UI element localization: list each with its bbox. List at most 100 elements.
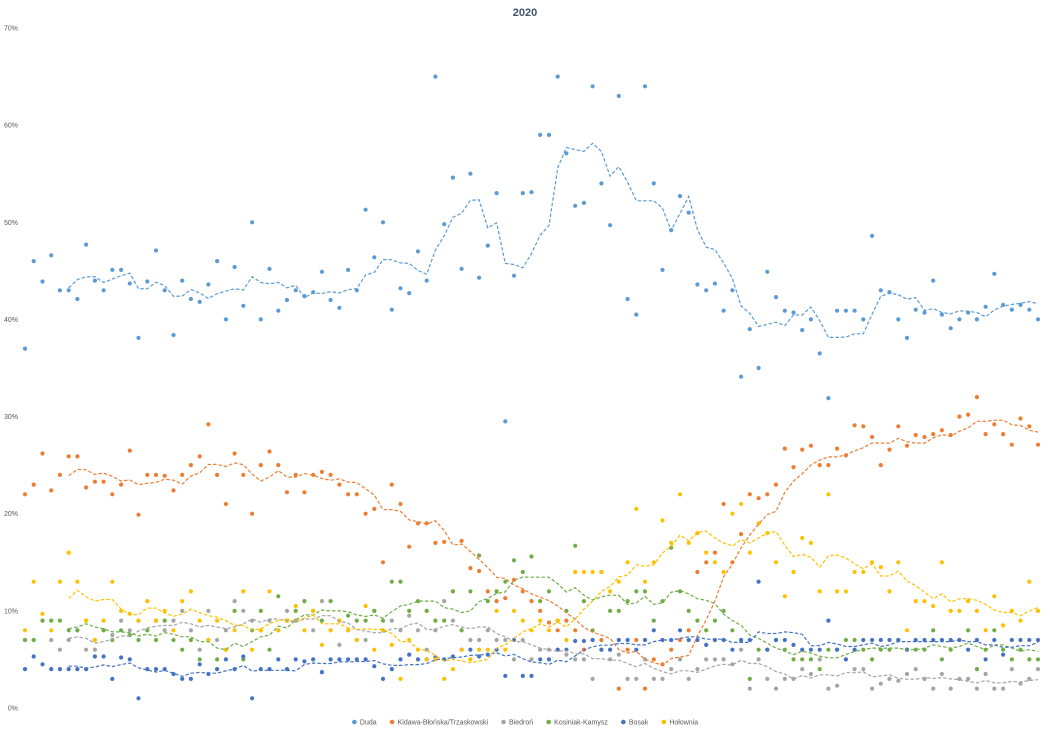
data-point <box>773 637 779 643</box>
data-point <box>896 317 901 322</box>
data-point <box>1018 618 1023 623</box>
data-point <box>800 647 805 652</box>
data-point <box>651 560 656 565</box>
data-point <box>931 628 936 633</box>
data-point <box>992 637 997 643</box>
data-point <box>354 492 359 497</box>
data-point <box>424 608 429 614</box>
data-point <box>948 647 953 652</box>
data-point <box>337 657 342 662</box>
data-point <box>791 310 796 315</box>
data-point <box>992 594 997 599</box>
data-point <box>625 599 630 604</box>
data-point <box>599 569 604 575</box>
data-point <box>808 317 814 322</box>
data-point <box>1027 307 1032 312</box>
data-point <box>40 618 45 623</box>
data-point <box>939 312 945 317</box>
data-point <box>267 589 272 594</box>
data-point <box>380 220 386 225</box>
data-point <box>75 628 80 633</box>
data-point <box>398 286 403 291</box>
data-point <box>241 589 246 594</box>
data-point <box>250 696 255 701</box>
data-point <box>485 628 490 633</box>
data-point <box>442 618 447 623</box>
data-point <box>57 472 63 477</box>
data-point <box>197 618 202 623</box>
data-point <box>232 599 237 604</box>
data-point <box>1001 686 1006 691</box>
y-tick-label: 50% <box>4 220 18 227</box>
data-point <box>171 628 176 633</box>
data-point <box>188 296 193 302</box>
legend-label: Duda <box>360 719 377 726</box>
data-point <box>302 659 307 664</box>
data-point <box>477 637 482 643</box>
data-point <box>1035 442 1041 447</box>
data-point <box>1035 608 1041 614</box>
data-point <box>782 594 787 599</box>
data-point <box>634 676 639 682</box>
legend-item-kidawa-b-o-ska-trzaskowski: Kidawa-Błońska/Trzaskowski <box>389 719 488 726</box>
data-point <box>92 278 97 283</box>
data-point <box>739 647 744 652</box>
data-point <box>232 608 237 614</box>
data-point <box>608 608 613 614</box>
data-point <box>922 434 927 440</box>
data-point <box>311 657 316 662</box>
data-point <box>302 490 307 495</box>
data-point <box>468 637 473 643</box>
data-point <box>704 657 709 662</box>
data-point <box>424 521 429 526</box>
data-point <box>241 472 246 477</box>
data-point <box>346 492 351 497</box>
data-point <box>913 667 918 672</box>
data-point <box>57 618 63 623</box>
data-point <box>520 191 525 196</box>
series-duda <box>22 74 1041 424</box>
data-point <box>704 560 709 565</box>
data-point <box>40 451 45 456</box>
data-point <box>870 233 875 238</box>
data-point <box>215 618 220 623</box>
data-point <box>319 618 324 623</box>
data-point <box>660 267 665 272</box>
data-point <box>861 569 866 575</box>
data-point <box>1027 657 1032 662</box>
data-point <box>92 654 97 659</box>
data-point <box>398 501 403 507</box>
data-point <box>634 637 639 643</box>
data-point <box>677 637 683 643</box>
data-point <box>284 490 290 495</box>
data-point <box>293 608 298 614</box>
data-point <box>468 589 473 594</box>
data-point <box>599 647 604 652</box>
data-point <box>328 297 333 303</box>
data-point <box>389 618 394 623</box>
data-point <box>1001 647 1006 652</box>
data-point <box>302 599 307 604</box>
data-point <box>136 696 141 701</box>
data-point <box>511 577 517 582</box>
data-point <box>931 686 936 691</box>
legend-marker <box>352 719 357 725</box>
data-point <box>49 253 54 258</box>
data-point <box>407 652 412 657</box>
data-point <box>931 278 936 283</box>
data-point <box>136 335 141 340</box>
data-point <box>555 74 560 79</box>
data-point <box>442 222 447 227</box>
data-point <box>599 637 604 643</box>
data-point <box>538 618 543 623</box>
data-point <box>992 271 997 276</box>
data-point <box>503 673 508 679</box>
legend-item-ho-ownia: Hołownia <box>661 719 698 726</box>
data-point <box>75 579 80 584</box>
data-point <box>328 657 333 662</box>
data-point <box>573 569 578 575</box>
data-point <box>791 465 796 470</box>
data-point <box>817 463 822 468</box>
data-point <box>477 553 482 558</box>
data-point <box>197 454 202 459</box>
